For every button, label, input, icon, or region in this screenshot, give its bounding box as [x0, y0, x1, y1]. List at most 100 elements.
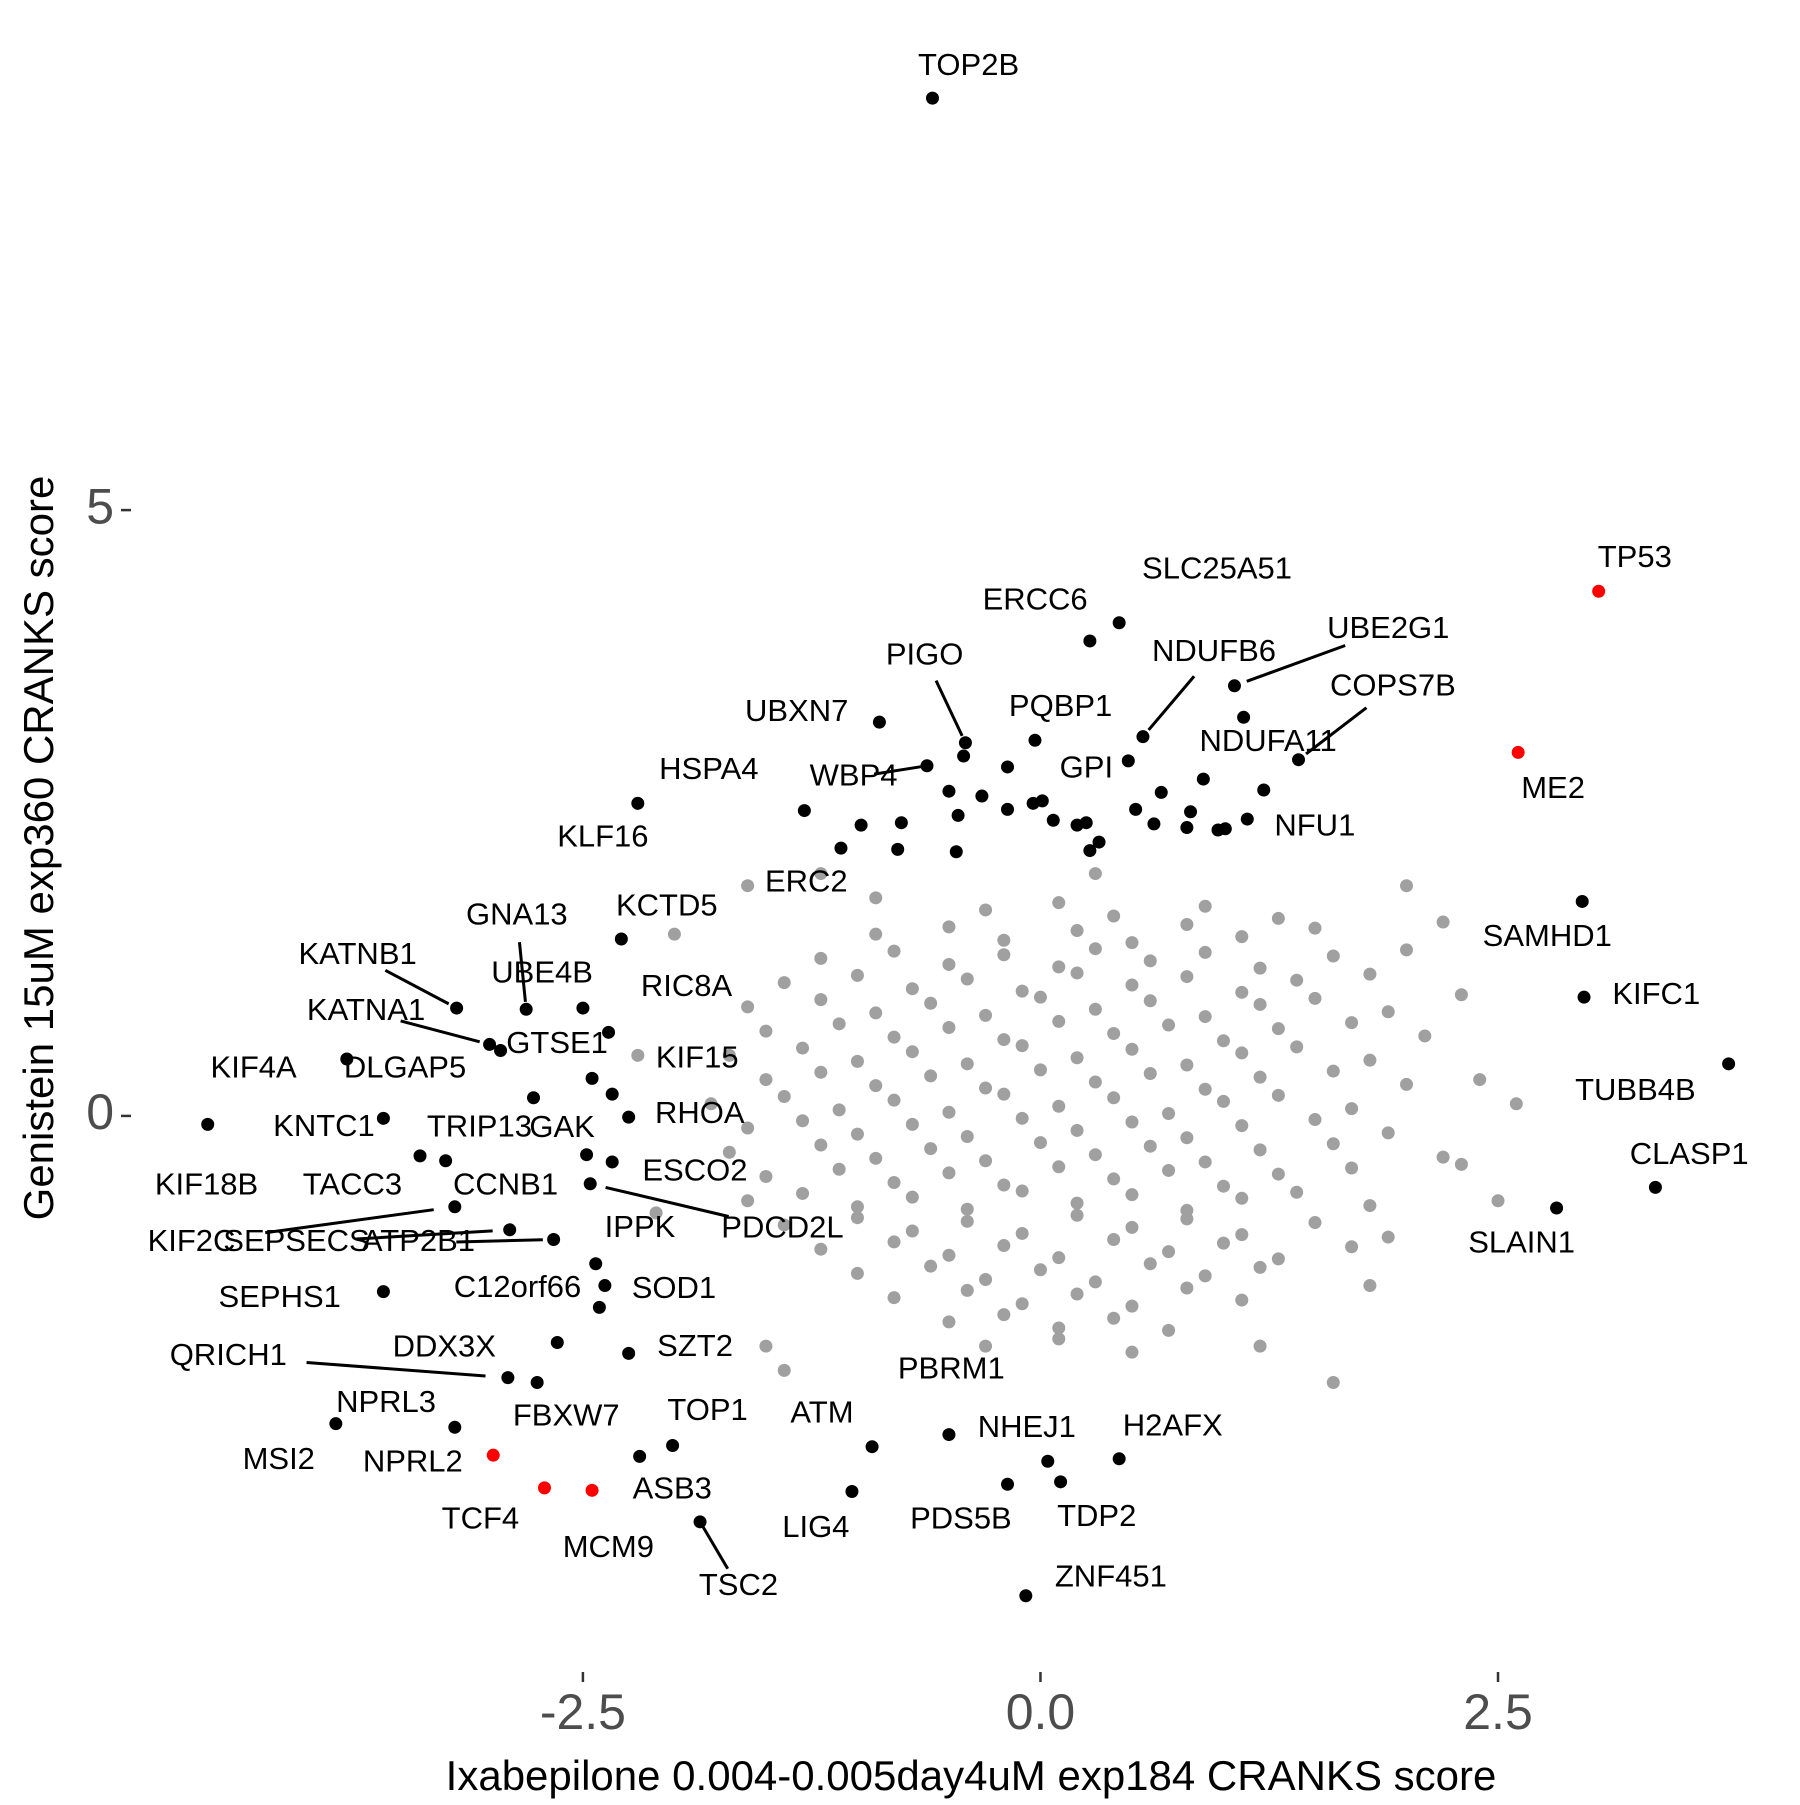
- highlight-point: [448, 1420, 462, 1434]
- highlight-point: [1257, 783, 1271, 797]
- background-point: [1107, 1027, 1121, 1041]
- point-label: TP53: [1598, 539, 1672, 574]
- highlight-point: [376, 1285, 390, 1299]
- highlight-point: [1184, 805, 1198, 819]
- highlight-point: [872, 715, 886, 729]
- highlight-point: [1592, 584, 1606, 598]
- background-point: [1308, 921, 1322, 935]
- background-point: [1070, 1051, 1084, 1065]
- highlight-point: [537, 1481, 551, 1495]
- background-point: [997, 1033, 1011, 1047]
- background-point: [1491, 1194, 1505, 1208]
- highlight-point: [585, 1071, 599, 1085]
- leader-line: [306, 1361, 486, 1378]
- highlight-point: [1083, 844, 1097, 858]
- background-point: [796, 1041, 810, 1055]
- leader-line: [384, 969, 450, 1006]
- point-label: IPPK: [605, 1209, 676, 1244]
- point-label: ERC2: [765, 864, 848, 899]
- point-label: MCM9: [563, 1529, 654, 1564]
- point-label: NPRL2: [363, 1444, 463, 1479]
- leader-line: [456, 1238, 543, 1244]
- background-point: [1418, 1029, 1432, 1043]
- highlight-point: [439, 1154, 453, 1168]
- background-point: [850, 1127, 864, 1141]
- background-point: [1180, 1212, 1194, 1226]
- background-point: [1033, 1063, 1047, 1077]
- background-point: [960, 1057, 974, 1071]
- y-axis-title: Genistein 15uM exp360 CRANKS score: [15, 476, 62, 1221]
- point-label: SLC25A51: [1142, 551, 1292, 586]
- background-point: [1308, 1216, 1322, 1230]
- background-point: [1345, 1016, 1359, 1030]
- background-point: [1253, 1070, 1267, 1084]
- highlight-point: [483, 1037, 497, 1051]
- highlight-point: [580, 1148, 594, 1162]
- background-point: [1253, 1339, 1267, 1353]
- highlight-point: [894, 816, 908, 830]
- background-point: [1070, 1208, 1084, 1222]
- background-point: [1088, 942, 1102, 956]
- background-point: [832, 1162, 846, 1176]
- highlight-point: [340, 1052, 354, 1066]
- highlight-point: [1136, 730, 1150, 744]
- background-point: [1345, 1240, 1359, 1254]
- highlight-point: [797, 804, 811, 818]
- background-point: [979, 1008, 993, 1022]
- background-point: [1162, 1018, 1176, 1032]
- background-point: [1125, 1115, 1139, 1129]
- background-point: [869, 1079, 883, 1093]
- point-label: NDUFB6: [1152, 633, 1276, 668]
- background-point: [869, 891, 883, 905]
- background-point: [759, 1073, 773, 1087]
- background-point: [1107, 1172, 1121, 1186]
- background-point: [1216, 1034, 1230, 1048]
- leader-line: [400, 1019, 481, 1044]
- background-point: [1052, 1332, 1066, 1346]
- background-point: [979, 1272, 993, 1286]
- leader-line: [701, 1526, 730, 1570]
- background-point: [905, 1224, 919, 1238]
- background-point: [997, 1308, 1011, 1322]
- highlight-point: [1180, 821, 1194, 835]
- background-point: [722, 1048, 736, 1062]
- background-point: [1088, 1002, 1102, 1016]
- background-point: [1198, 1082, 1212, 1096]
- background-point: [887, 1176, 901, 1190]
- point-label: ESCO2: [642, 1153, 747, 1188]
- background-point: [1198, 1155, 1212, 1169]
- highlight-point: [519, 1002, 533, 1016]
- background-point: [1052, 1160, 1066, 1174]
- point-label: KATNB1: [298, 936, 416, 971]
- background-point: [850, 1200, 864, 1214]
- highlight-point: [1041, 1454, 1055, 1468]
- background-point: [1015, 1111, 1029, 1125]
- highlight-point: [585, 1483, 599, 1497]
- background-point: [1216, 1179, 1230, 1193]
- highlight-point: [1001, 760, 1015, 774]
- highlight-point: [958, 736, 972, 750]
- point-label: COPS7B: [1330, 668, 1456, 703]
- point-label: TACC3: [303, 1166, 402, 1201]
- background-point: [631, 1048, 645, 1062]
- point-label: KATNA1: [307, 992, 425, 1027]
- point-label: PIGO: [886, 637, 964, 672]
- background-point: [1033, 1136, 1047, 1150]
- highlight-point: [1112, 616, 1126, 630]
- background-point: [1363, 1053, 1377, 1067]
- background-point: [1363, 1279, 1377, 1293]
- background-point: [1107, 1091, 1121, 1105]
- point-label: RIC8A: [641, 968, 733, 1003]
- background-point: [1088, 1275, 1102, 1289]
- background-point: [997, 1087, 1011, 1101]
- point-label: UBE4B: [491, 954, 593, 989]
- highlight-point: [1292, 753, 1306, 767]
- highlight-point: [1129, 802, 1143, 816]
- point-label: ASB3: [633, 1470, 712, 1505]
- background-point: [814, 1242, 828, 1256]
- background-point: [997, 1178, 1011, 1192]
- background-point: [850, 1211, 864, 1225]
- background-point: [1235, 1293, 1249, 1307]
- background-point: [1125, 1345, 1139, 1359]
- point-label: TCF4: [442, 1501, 520, 1536]
